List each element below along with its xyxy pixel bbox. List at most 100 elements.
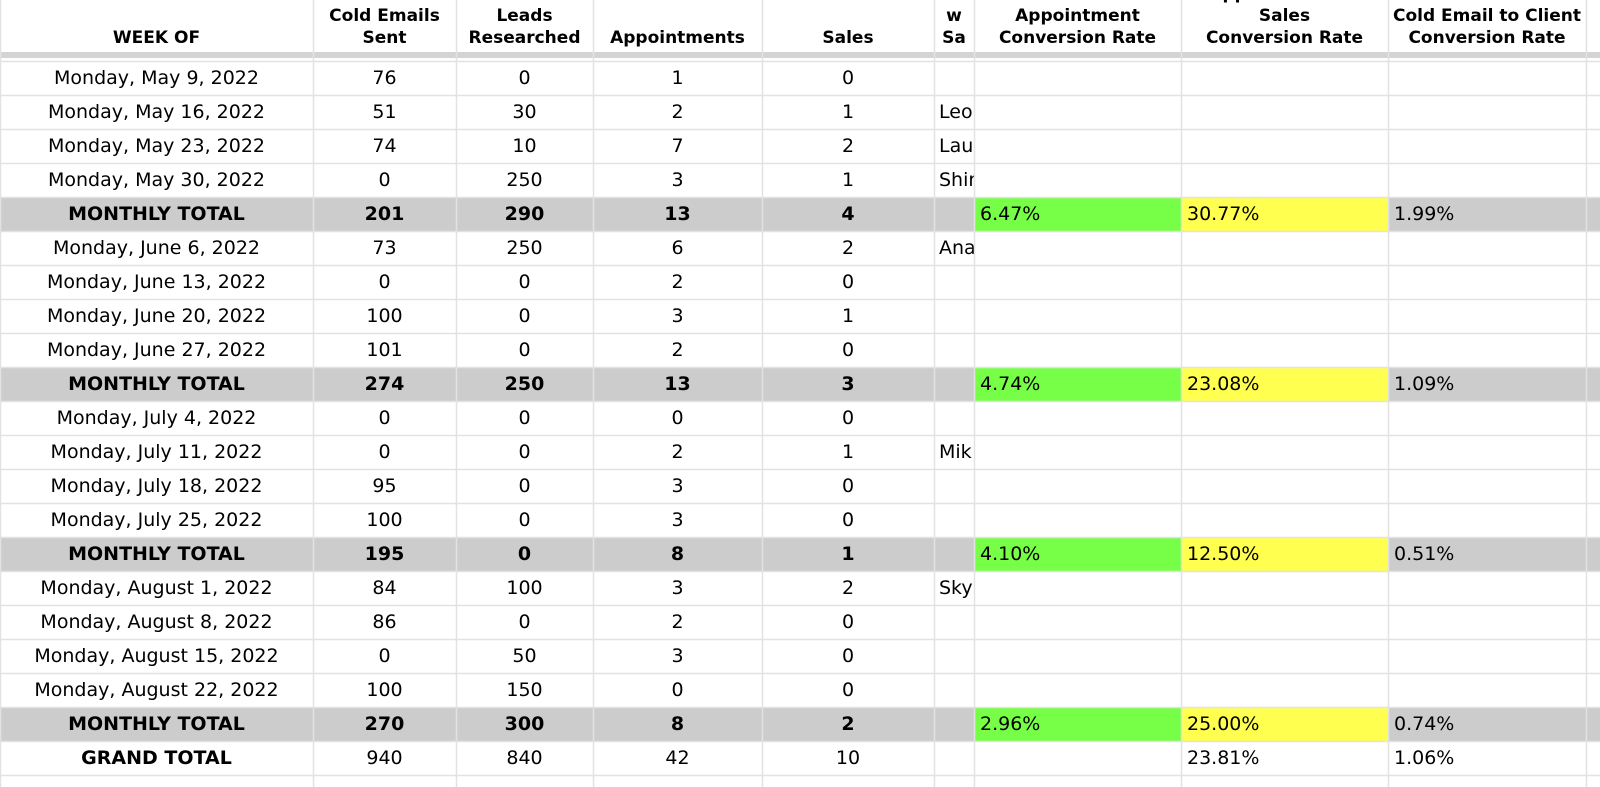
appointments-cell[interactable]: 3: [671, 169, 684, 191]
sales-cell[interactable]: 1: [841, 101, 855, 123]
appt-sales-rate-cell[interactable]: [1181, 95, 1388, 129]
week-of-cell[interactable]: Monday, August 8, 2022: [40, 611, 273, 633]
email-client-rate-cell[interactable]: [1388, 129, 1586, 163]
leads-cell[interactable]: 840: [506, 747, 543, 769]
appointments-cell[interactable]: 3: [671, 475, 684, 497]
sales-cell[interactable]: 1: [841, 543, 855, 565]
email-client-rate-cell[interactable]: [1388, 61, 1586, 95]
leads-cell[interactable]: 0: [518, 67, 531, 89]
new-sale-cell[interactable]: Sky: [939, 577, 973, 599]
leads-cell[interactable]: 0: [518, 339, 531, 361]
email-client-rate-cell[interactable]: 0.74%: [1394, 713, 1455, 735]
leads-cell[interactable]: 250: [506, 169, 543, 191]
new-sale-cell[interactable]: [934, 605, 974, 639]
appt-sales-rate-cell[interactable]: [1181, 435, 1388, 469]
cold-emails-cell[interactable]: 73: [372, 237, 397, 259]
appt-sales-rate-cell[interactable]: [1181, 163, 1388, 197]
leads-cell[interactable]: 290: [504, 203, 545, 225]
leads-cell[interactable]: 250: [504, 373, 545, 395]
new-sale-cell[interactable]: [934, 741, 974, 775]
email-client-rate-cell[interactable]: 0.51%: [1394, 543, 1455, 565]
cold-emails-cell[interactable]: 201: [364, 203, 405, 225]
week-of-cell[interactable]: GRAND TOTAL: [81, 747, 232, 769]
email-client-rate-cell[interactable]: 1.06%: [1394, 747, 1455, 769]
cold-emails-cell[interactable]: 100: [366, 509, 403, 531]
appt-sales-rate-cell[interactable]: [1181, 265, 1388, 299]
leads-cell[interactable]: 100: [506, 577, 543, 599]
leads-cell[interactable]: 0: [517, 543, 532, 565]
appt-sales-rate-cell[interactable]: [1181, 299, 1388, 333]
sales-cell[interactable]: 2: [841, 237, 855, 259]
new-sale-cell[interactable]: [934, 639, 974, 673]
appt-sales-rate-cell[interactable]: [1181, 333, 1388, 367]
new-sale-cell[interactable]: [934, 707, 974, 741]
week-of-cell[interactable]: Monday, July 4, 2022: [56, 407, 257, 429]
sales-cell[interactable]: 0: [841, 645, 855, 667]
leads-cell[interactable]: 250: [506, 237, 543, 259]
week-of-cell[interactable]: Monday, June 27, 2022: [46, 339, 267, 361]
email-appt-rate-cell[interactable]: [974, 129, 1181, 163]
appt-sales-rate-cell[interactable]: [1181, 605, 1388, 639]
week-of-cell[interactable]: Monday, May 23, 2022: [47, 135, 265, 157]
cold-emails-cell[interactable]: 76: [372, 67, 397, 89]
new-sale-cell[interactable]: [934, 333, 974, 367]
email-appt-rate-cell[interactable]: [974, 605, 1181, 639]
new-sale-cell[interactable]: [934, 265, 974, 299]
email-client-rate-cell[interactable]: [1388, 605, 1586, 639]
week-of-cell[interactable]: Monday, May 30, 2022: [47, 169, 265, 191]
header-new-sales[interactable]: w Sa: [934, 0, 974, 52]
header-cold-emails-sent[interactable]: Cold Emails Sent: [313, 0, 456, 52]
appointments-cell[interactable]: 0: [671, 679, 684, 701]
week-of-cell[interactable]: Monday, May 16, 2022: [47, 101, 265, 123]
week-of-cell[interactable]: Monday, July 18, 2022: [50, 475, 263, 497]
email-appt-rate-cell[interactable]: 6.47%: [974, 197, 1181, 231]
email-appt-rate-cell[interactable]: [974, 741, 1181, 775]
email-appt-rate-cell[interactable]: [974, 469, 1181, 503]
frozen-row-divider[interactable]: [0, 52, 1600, 58]
leads-cell[interactable]: 30: [512, 101, 537, 123]
email-appt-rate-cell[interactable]: [974, 61, 1181, 95]
cold-emails-cell[interactable]: 101: [366, 339, 403, 361]
email-client-rate-cell[interactable]: [1388, 231, 1586, 265]
cold-emails-cell[interactable]: 100: [366, 305, 403, 327]
appt-sales-rate-cell[interactable]: [1181, 571, 1388, 605]
leads-cell[interactable]: 0: [518, 407, 531, 429]
email-appt-rate-cell[interactable]: [974, 265, 1181, 299]
email-client-rate-cell[interactable]: 1.09%: [1394, 373, 1455, 395]
header-leads-researched[interactable]: Leads Researched: [456, 0, 593, 52]
appt-sales-rate-cell[interactable]: [1181, 639, 1388, 673]
header-week-of[interactable]: WEEK OF: [0, 0, 313, 52]
appointments-cell[interactable]: 3: [671, 509, 684, 531]
email-appt-rate-cell[interactable]: [974, 401, 1181, 435]
cold-emails-cell[interactable]: 940: [366, 747, 403, 769]
appointments-cell[interactable]: 3: [671, 577, 684, 599]
leads-cell[interactable]: 0: [518, 271, 531, 293]
week-of-cell[interactable]: Monday, July 25, 2022: [50, 509, 263, 531]
header-cold-email-to-client[interactable]: Cold Email to Client Conversion Rate: [1388, 0, 1586, 52]
cold-emails-cell[interactable]: 195: [364, 543, 405, 565]
week-of-cell[interactable]: Monday, June 13, 2022: [46, 271, 267, 293]
leads-cell[interactable]: 0: [518, 475, 531, 497]
email-client-rate-cell[interactable]: [1388, 435, 1586, 469]
appointments-cell[interactable]: 2: [671, 101, 684, 123]
appointments-cell[interactable]: 13: [664, 203, 691, 225]
new-sale-cell[interactable]: [934, 299, 974, 333]
week-of-cell[interactable]: Monday, August 1, 2022: [40, 577, 273, 599]
leads-cell[interactable]: 0: [518, 611, 531, 633]
appointments-cell[interactable]: 3: [671, 645, 684, 667]
email-appt-rate-cell[interactable]: [974, 673, 1181, 707]
leads-cell[interactable]: 10: [512, 135, 537, 157]
new-sale-cell[interactable]: Shir: [939, 169, 974, 191]
email-appt-rate-cell[interactable]: 4.74%: [974, 367, 1181, 401]
appt-sales-rate-cell[interactable]: [1181, 401, 1388, 435]
cold-emails-cell[interactable]: 270: [364, 713, 405, 735]
email-client-rate-cell[interactable]: [1388, 639, 1586, 673]
appointments-cell[interactable]: 2: [671, 271, 684, 293]
email-appt-rate-cell[interactable]: [974, 503, 1181, 537]
email-appt-rate-cell[interactable]: [974, 333, 1181, 367]
week-of-cell[interactable]: Monday, July 11, 2022: [50, 441, 263, 463]
appt-sales-rate-cell[interactable]: [1181, 469, 1388, 503]
sales-cell[interactable]: 0: [841, 67, 855, 89]
new-sale-cell[interactable]: [934, 61, 974, 95]
email-client-rate-cell[interactable]: [1388, 163, 1586, 197]
